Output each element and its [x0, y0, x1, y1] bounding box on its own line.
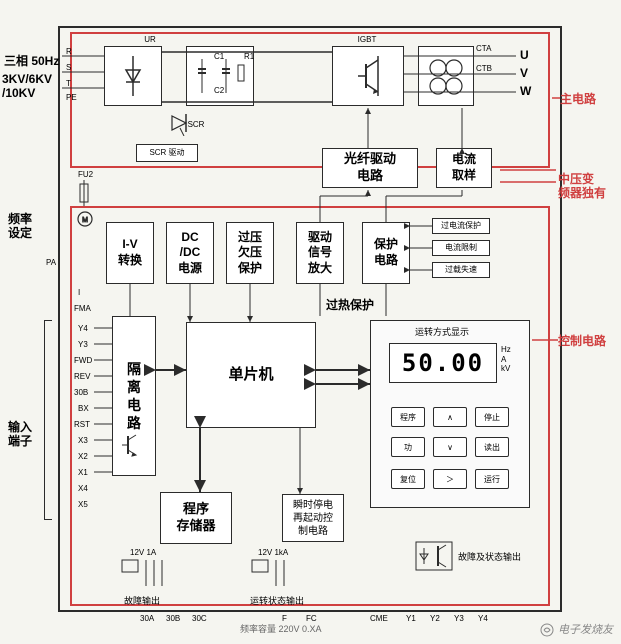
bt-cme: CME	[370, 614, 388, 623]
dcdc-block: DC /DC 电源	[166, 222, 214, 284]
term-x3: X3	[78, 436, 88, 445]
term-x1: X1	[78, 468, 88, 477]
mcu-block: 单片机	[186, 322, 316, 428]
term-y3: Y3	[78, 340, 88, 349]
igbt-block	[332, 46, 404, 106]
mv-inverter-label: 中压变 频器独有	[558, 172, 606, 201]
phase-v: V	[520, 66, 528, 80]
bt-30a: 30A	[140, 614, 154, 623]
prot-cl-block: 电流限制	[432, 240, 490, 256]
term-i: I	[78, 288, 80, 297]
lcd-value: 50.00	[402, 349, 484, 377]
phase-u: U	[520, 48, 529, 62]
term-x2: X2	[78, 452, 88, 461]
run-status-label: 运转状态输出	[250, 594, 304, 607]
relay-mid-icon	[246, 556, 302, 592]
watermark-icon	[539, 622, 555, 638]
v12-1a: 12V 1A	[130, 548, 156, 557]
prot-stall-block: 过载失速	[432, 262, 490, 278]
diagram-caption: 频率容量 220V 0.XA	[240, 624, 322, 635]
ct-icon	[424, 54, 468, 98]
voltage-label: 3KV/6KV /10KV	[2, 72, 52, 101]
scr-drive-block: SCR 驱动	[136, 144, 198, 162]
cta-label: CTA	[476, 44, 491, 53]
fuse-label: FU2	[78, 170, 93, 179]
panel-title: 运转方式显示	[415, 327, 469, 338]
btn-5[interactable]: 读出	[475, 437, 509, 457]
btn-4[interactable]: ∨	[433, 437, 467, 457]
ctb-label: CTB	[476, 64, 492, 73]
scr-icon	[166, 110, 196, 136]
restart-block: 瞬时停电 再起动控 制电路	[282, 494, 344, 542]
current-sample-block: 电流 取样	[436, 148, 492, 188]
term-fwd: FWD	[74, 356, 92, 365]
control-circuit-label: 控制电路	[558, 334, 606, 348]
igbt-label: IGBT	[352, 34, 382, 46]
term-bx: BX	[78, 404, 89, 413]
freq-set-label: 频率 设定	[8, 212, 32, 241]
term-pa: PA	[46, 258, 56, 267]
btn-1[interactable]: ∧	[433, 407, 467, 427]
btn-2[interactable]: 停止	[475, 407, 509, 427]
ct-block	[418, 46, 474, 106]
display-panel: 运转方式显示 50.00 Hz A kV 程序 ∧ 停止 功 ∨ 读出 复位 ＞…	[370, 320, 530, 508]
rectifier-block	[104, 46, 162, 106]
overheat-label: 过热保护	[326, 298, 374, 312]
input-terminals-label: 输入 端子	[8, 420, 32, 449]
c1-label: C1	[214, 52, 224, 61]
prog-mem-block: 程序 存储器	[160, 492, 232, 544]
term-30b: 30B	[74, 388, 88, 397]
fault-status-out: 故障及状态输出	[458, 550, 521, 563]
opto-transistor-icon	[116, 432, 142, 458]
three-phase-label: 三相 50Hz	[4, 54, 59, 68]
btn-8[interactable]: 运行	[475, 469, 509, 489]
bt-fc: FC	[306, 614, 317, 623]
fiber-drive-block: 光纤驱动 电路	[322, 148, 418, 188]
prot-oc-block: 过电流保护	[432, 218, 490, 234]
lcd-display: 50.00	[389, 343, 497, 383]
input-bracket	[44, 320, 52, 520]
lcd-unit: Hz A kV	[501, 345, 511, 374]
term-x4: X4	[78, 484, 88, 493]
main-circuit-label: 主电路	[560, 92, 596, 106]
bt-30b: 30B	[166, 614, 180, 623]
ur-label: UR	[138, 34, 162, 46]
watermark: 电子发烧友	[539, 621, 613, 638]
iv-conv-block: I-V 转换	[106, 222, 154, 284]
motor-icon: M	[76, 210, 96, 230]
drive-amp-block: 驱动 信号 放大	[296, 222, 344, 284]
bt-y3: Y3	[454, 614, 464, 623]
bt-30c: 30C	[192, 614, 207, 623]
relay-left-icon	[116, 556, 172, 592]
ovuv-block: 过压 欠压 保护	[226, 222, 274, 284]
opto-right-icon	[414, 540, 454, 572]
btn-0[interactable]: 程序	[391, 407, 425, 427]
btn-7[interactable]: ＞	[433, 469, 467, 489]
bt-y2: Y2	[430, 614, 440, 623]
bt-y1: Y1	[406, 614, 416, 623]
igbt-icon	[348, 54, 388, 98]
bt-f: F	[282, 614, 287, 623]
phase-w: W	[520, 84, 531, 98]
r1-label: R1	[244, 52, 254, 61]
term-rst: RST	[74, 420, 90, 429]
fault-out-label: 故障输出	[124, 594, 160, 607]
btn-6[interactable]: 复位	[391, 469, 425, 489]
v12-1ka: 12V 1kA	[258, 548, 288, 557]
diode-icon	[118, 56, 148, 96]
svg-text:M: M	[82, 217, 88, 224]
protect-block: 保护 电路	[362, 222, 410, 284]
term-rev: REV	[74, 372, 90, 381]
btn-3[interactable]: 功	[391, 437, 425, 457]
term-fma: FMA	[74, 304, 91, 313]
term-x5: X5	[78, 500, 88, 509]
c2-label: C2	[214, 86, 224, 95]
term-y4: Y4	[78, 324, 88, 333]
bt-y4: Y4	[478, 614, 488, 623]
fuse-icon	[76, 180, 94, 210]
